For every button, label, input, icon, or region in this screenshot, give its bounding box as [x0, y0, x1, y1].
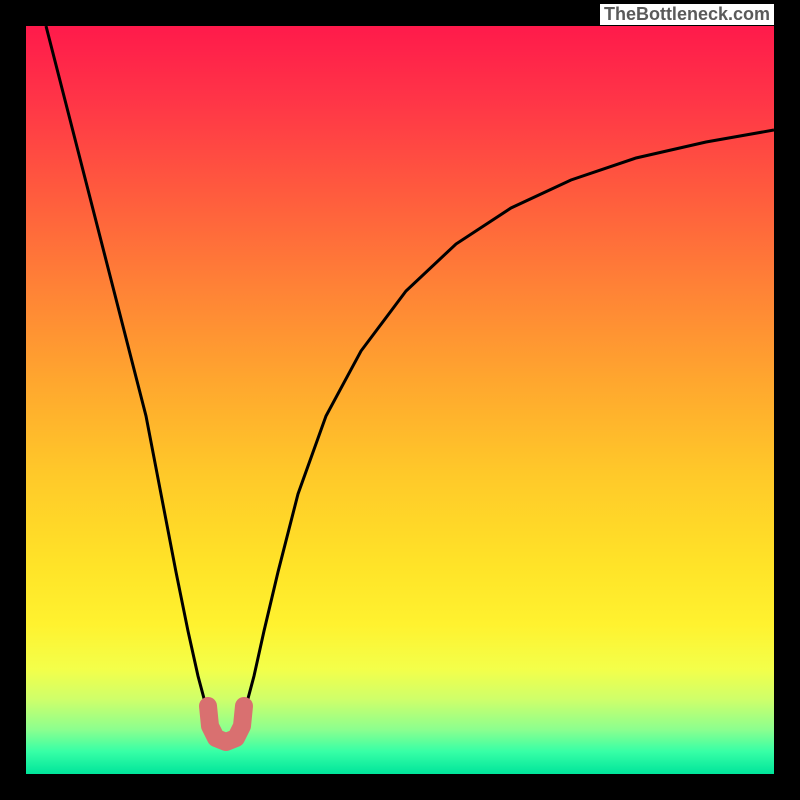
- watermark-text: TheBottleneck.com: [600, 4, 774, 25]
- bottleneck-curve: [46, 26, 774, 736]
- optimum-marker: [208, 706, 244, 742]
- chart-container: TheBottleneck.com: [0, 0, 800, 800]
- curve-layer: [26, 26, 774, 774]
- plot-area: [26, 26, 774, 774]
